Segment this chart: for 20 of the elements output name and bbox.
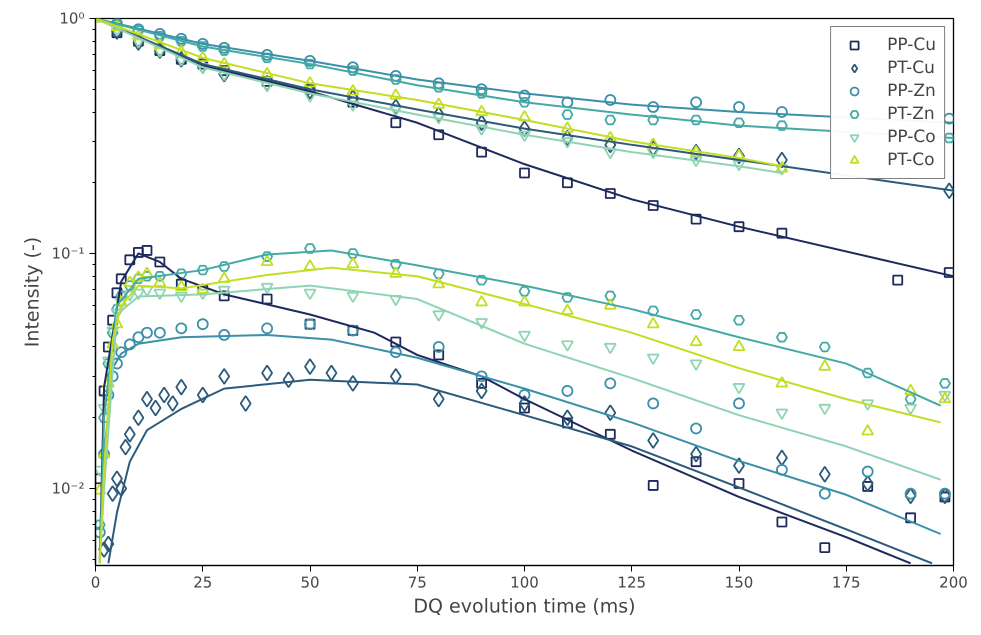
x-axis-title: DQ evolution time (ms) (413, 596, 636, 618)
legend-label: PT-Co (887, 150, 935, 170)
y-tick-label: 10⁰ (59, 10, 85, 28)
x-tick-label: 0 (90, 574, 100, 592)
legend-label: PT-Zn (887, 104, 935, 124)
x-tick-label: 75 (408, 574, 427, 592)
x-tick-label: 150 (724, 574, 754, 592)
y-tick-label: 10⁻¹ (51, 244, 85, 262)
x-tick-label: 100 (510, 574, 539, 592)
x-tick-label: 25 (193, 574, 212, 592)
legend-label: PP-Cu (887, 35, 936, 55)
legend-label: PT-Cu (887, 58, 935, 78)
x-tick-label: 200 (939, 574, 968, 592)
y-axis-title: Intensity (-) (21, 236, 44, 348)
x-tick-label: 125 (617, 574, 646, 592)
y-tick-label: 10⁻² (51, 479, 85, 498)
x-tick-label: 175 (832, 574, 861, 592)
legend-label: PP-Co (887, 127, 936, 147)
x-tick-label: 50 (300, 574, 320, 592)
legend-label: PP-Zn (887, 81, 936, 101)
